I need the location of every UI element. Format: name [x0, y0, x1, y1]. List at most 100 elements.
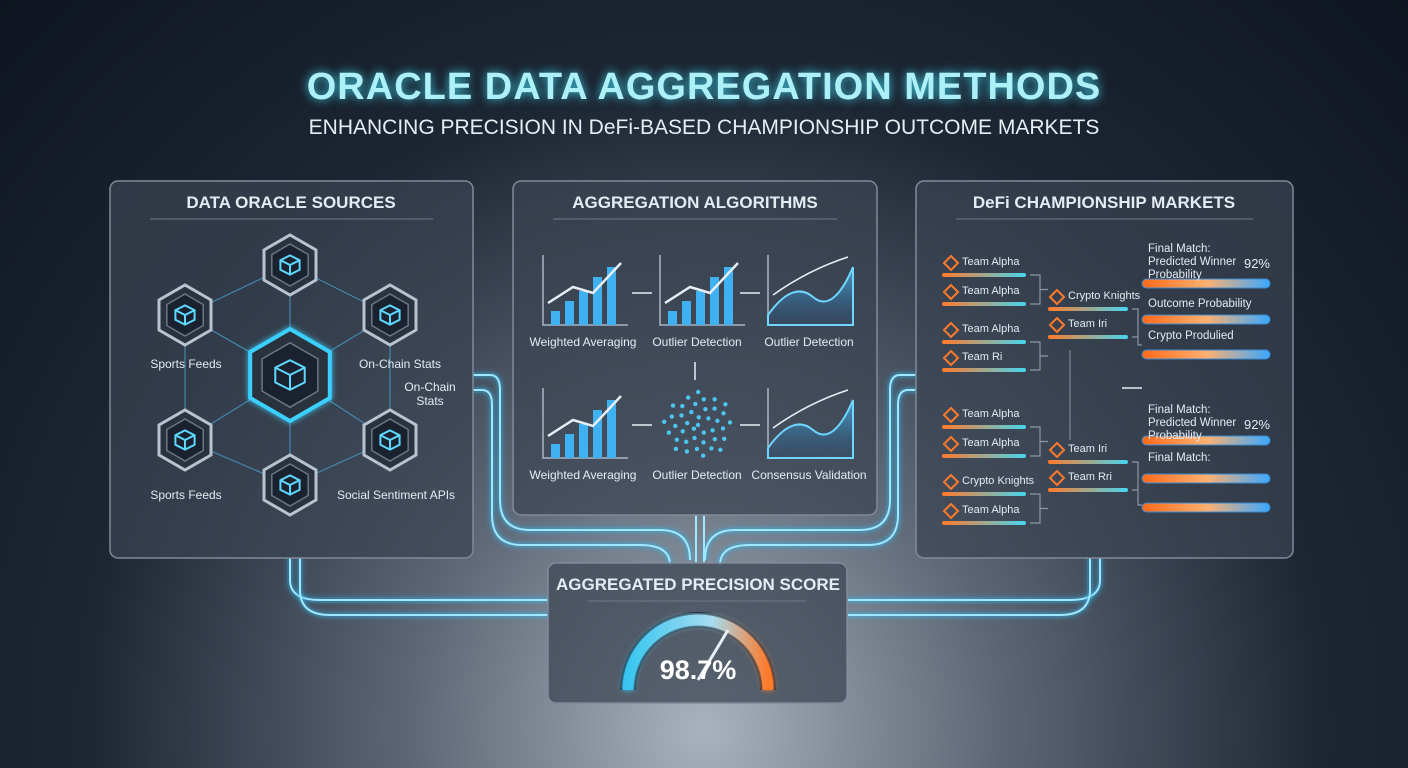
- team-name: Team Iri: [1068, 318, 1108, 330]
- prediction-title: Final Match: Predicted Winner Probabilit…: [1148, 243, 1237, 281]
- trend-arrow: [772, 256, 849, 296]
- prediction-title: Final Match: Predicted Winner Probabilit…: [1148, 404, 1237, 442]
- probability-bar: [1141, 278, 1271, 289]
- team-name: Team Alpha: [962, 256, 1020, 268]
- team-name: Team Alpha: [962, 323, 1020, 335]
- probability-bar: [1141, 435, 1271, 446]
- cube-icon: [379, 304, 401, 326]
- prediction-value: 92%: [1243, 417, 1270, 432]
- team-name: Team Alpha: [962, 285, 1020, 297]
- pipe-glow: [297, 558, 548, 618]
- chart-bar: [696, 291, 705, 325]
- scatter-dot: [712, 406, 717, 411]
- team-bar: [942, 454, 1026, 458]
- team-bar: [1048, 307, 1128, 311]
- step-label: Weighted Averaging: [529, 335, 637, 349]
- chart-bar: [593, 410, 602, 458]
- step-label: Outlier Detection: [652, 335, 742, 349]
- team-name: Team Alpha: [962, 408, 1020, 420]
- scatter-dot: [706, 416, 711, 421]
- chart-area: [767, 266, 854, 326]
- scatter-dot: [712, 437, 717, 442]
- scatter-dot: [680, 429, 685, 434]
- team-bar: [1048, 460, 1128, 464]
- scatter-dot: [686, 395, 691, 400]
- team-icon: [942, 349, 960, 367]
- scatter-dot: [680, 403, 685, 409]
- team-bar: [942, 368, 1026, 372]
- chart-bar: [565, 434, 574, 458]
- scatter-dot: [695, 422, 701, 428]
- team-name: Crypto Knights: [1068, 290, 1141, 302]
- gauge-arc: [622, 614, 774, 691]
- team-name: Team Alpha: [962, 504, 1020, 516]
- team-name: Team Iri: [1068, 443, 1108, 455]
- scatter-dot: [694, 446, 700, 452]
- team-bar: [942, 302, 1026, 306]
- scatter-dot: [692, 435, 697, 441]
- chart-bar: [607, 400, 616, 458]
- scatter-dot: [723, 402, 728, 407]
- team-bar: [1048, 335, 1128, 339]
- probability-bar: [1141, 502, 1271, 513]
- scatter-dot: [701, 397, 706, 402]
- source-label: Sports Feeds: [150, 488, 222, 502]
- pipe: [704, 374, 916, 561]
- chart-bar: [668, 311, 677, 325]
- scatter-dot: [679, 413, 684, 418]
- pipe-glow: [287, 558, 548, 603]
- scatter-dot: [709, 446, 714, 451]
- pipe: [719, 389, 916, 566]
- scatter-dot: [712, 397, 717, 402]
- team-icon: [942, 283, 960, 301]
- pipe: [289, 558, 548, 601]
- gauge-needle: [696, 629, 730, 681]
- scatter-dot: [689, 409, 694, 415]
- title: ORACLE DATA AGGREGATION METHODS: [306, 66, 1102, 108]
- prediction-row: Outcome Probability: [1148, 298, 1252, 310]
- scatter-dot: [673, 446, 679, 452]
- pipe-glow: [848, 558, 1093, 618]
- pipe-glow: [848, 558, 1103, 603]
- scatter-dot: [693, 401, 698, 407]
- scatter-dot: [670, 403, 676, 408]
- step-label: Outlier Detection: [764, 335, 854, 349]
- cube-icon: [379, 429, 401, 451]
- scatter-dot: [715, 418, 720, 423]
- team-bar: [942, 273, 1026, 277]
- scatter-dot: [701, 453, 706, 458]
- trend-arrow: [772, 389, 849, 429]
- team-name: Team Rri: [1068, 471, 1113, 483]
- scatter-dot: [701, 440, 706, 445]
- pipe: [299, 558, 548, 616]
- chart-area: [767, 399, 854, 459]
- score-title: AGGREGATED PRECISION SCORE: [556, 575, 840, 594]
- scatter-dot: [669, 414, 674, 419]
- team-icon: [1048, 441, 1066, 459]
- panel-title: DATA ORACLE SOURCES: [186, 193, 396, 212]
- trend-arrow: [664, 262, 739, 305]
- team-icon: [942, 406, 960, 424]
- scatter-dot: [703, 407, 708, 412]
- scatter-dot: [696, 389, 701, 395]
- source-label: On-Chain Stats: [404, 380, 456, 408]
- trend-arrow: [547, 395, 622, 438]
- scatter-dot: [685, 420, 690, 426]
- team-icon: [942, 321, 960, 339]
- scatter-dot: [684, 439, 689, 444]
- scatter-dot: [684, 449, 690, 454]
- cube-icon: [174, 304, 196, 326]
- scatter-dot: [718, 447, 723, 452]
- scatter-dot: [722, 436, 727, 441]
- team-name: Team Ri: [962, 351, 1003, 363]
- chart-bar: [565, 301, 574, 325]
- probability-bar: [1141, 473, 1271, 484]
- prediction-row: Crypto Produlied: [1148, 330, 1234, 342]
- team-name: Team Alpha: [962, 437, 1020, 449]
- step-label: Consensus Validation: [751, 468, 867, 482]
- cube-icon: [174, 429, 196, 451]
- scatter-dot: [673, 423, 678, 429]
- chart-bar: [724, 267, 733, 325]
- pipe: [473, 389, 671, 566]
